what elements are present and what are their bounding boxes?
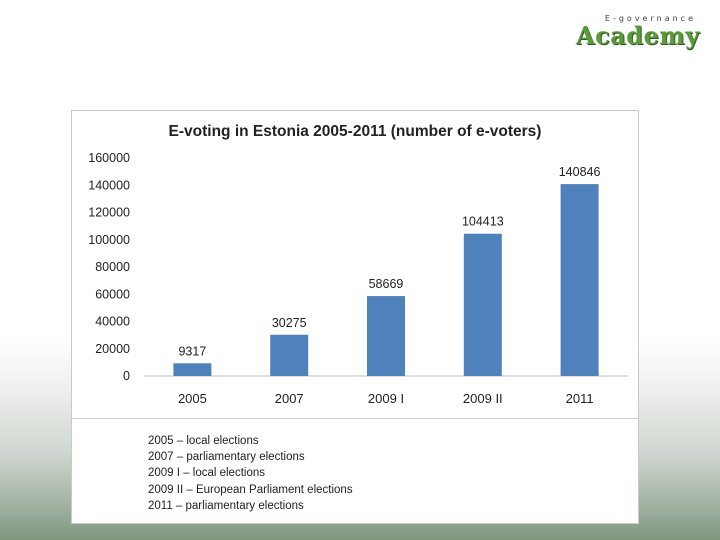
chart-title: E-voting in Estonia 2005-2011 (number of… bbox=[168, 123, 542, 140]
x-tick-label: 2007 bbox=[275, 391, 304, 406]
data-label: 140846 bbox=[559, 165, 601, 179]
y-tick-label: 0 bbox=[123, 369, 130, 383]
x-tick-label: 2011 bbox=[566, 391, 594, 406]
note-item: 2011 – parliamentary elections bbox=[148, 499, 304, 512]
bar-chart: 0 20000 40000 60000 80000 100000 120000 140000 1… bbox=[88, 151, 628, 406]
logo-subtitle: E-governance bbox=[604, 14, 696, 23]
note-item: 2009 I – local elections bbox=[148, 467, 265, 480]
y-tick-label: 120000 bbox=[88, 206, 130, 220]
y-tick-label: 140000 bbox=[88, 178, 130, 192]
y-tick-label: 60000 bbox=[95, 287, 130, 301]
data-label: 58669 bbox=[369, 277, 404, 291]
data-label: 30275 bbox=[272, 316, 307, 330]
election-notes: 2005 – local elections 2007 – parliament… bbox=[148, 433, 353, 514]
y-tick-label: 160000 bbox=[88, 151, 130, 165]
data-label: 104413 bbox=[462, 215, 504, 229]
bar-2007 bbox=[270, 334, 309, 376]
note-item: 2009 II – European Parliament elections bbox=[148, 483, 353, 496]
data-label: 9317 bbox=[178, 344, 206, 358]
bar-2009-ii bbox=[463, 233, 502, 376]
bar-2011 bbox=[560, 184, 599, 376]
y-tick-label: 20000 bbox=[95, 342, 130, 356]
y-tick-label: 40000 bbox=[95, 315, 130, 329]
x-tick-label: 2009 I bbox=[368, 391, 404, 406]
logo-title: Academy bbox=[576, 21, 700, 50]
y-tick-label: 100000 bbox=[88, 233, 130, 247]
x-tick-label: 2005 bbox=[178, 391, 207, 406]
note-item: 2005 – local elections bbox=[148, 435, 259, 447]
y-tick-label: 80000 bbox=[95, 260, 130, 274]
chart-divider bbox=[72, 418, 638, 419]
x-tick-label: 2009 II bbox=[463, 391, 503, 406]
chart-panel: E-voting in Estonia 2005-2011 (number of… bbox=[71, 110, 639, 524]
academy-logo: E-governance Academy bbox=[576, 14, 700, 50]
bar-2009-i bbox=[367, 296, 405, 376]
bar-2005 bbox=[173, 363, 212, 376]
note-item: 2007 – parliamentary elections bbox=[148, 451, 305, 464]
